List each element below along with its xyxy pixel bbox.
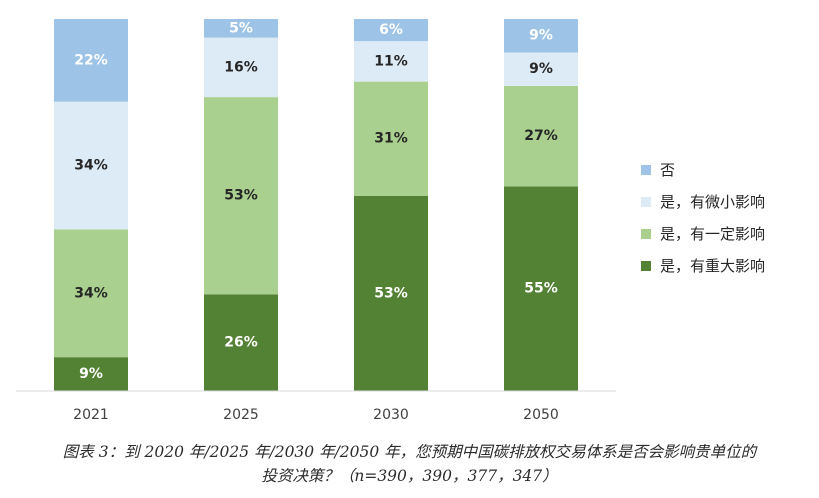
legend-swatch bbox=[641, 261, 651, 271]
data-label: 22% bbox=[74, 52, 108, 68]
data-label: 34% bbox=[74, 285, 108, 301]
bar-segment bbox=[204, 97, 278, 295]
bar-segment bbox=[204, 37, 278, 98]
bar-segment bbox=[204, 294, 278, 391]
data-label: 5% bbox=[229, 20, 253, 36]
data-label: 9% bbox=[529, 61, 553, 77]
data-label: 11% bbox=[374, 53, 408, 69]
legend-label: 是，有重大影响 bbox=[660, 257, 765, 275]
bar-segment bbox=[354, 41, 428, 82]
bar-segment bbox=[354, 19, 428, 42]
legend-label: 否 bbox=[660, 161, 675, 179]
data-label: 16% bbox=[224, 59, 258, 75]
data-label: 6% bbox=[379, 22, 403, 38]
data-label: 9% bbox=[79, 366, 103, 382]
data-label: 53% bbox=[224, 188, 258, 204]
legend-swatch bbox=[641, 165, 651, 175]
figure-caption-line-2: 投资决策？（n=390，390，377，347） bbox=[261, 467, 558, 485]
bar-segment bbox=[54, 357, 128, 391]
bar-segment bbox=[54, 19, 128, 102]
bar-segment bbox=[504, 186, 578, 391]
data-label: 9% bbox=[529, 28, 553, 44]
x-tick-label: 2030 bbox=[373, 407, 409, 423]
figure-caption-line-1: 图表 3：到 2020 年/2025 年/2030 年/2050 年，您预期中国… bbox=[62, 443, 757, 461]
bar-segment bbox=[204, 19, 278, 38]
legend-swatch bbox=[641, 197, 651, 207]
x-tick-label: 2025 bbox=[223, 407, 259, 423]
x-tick-label: 2050 bbox=[523, 407, 559, 423]
bar-segment bbox=[54, 229, 128, 358]
bar-segment bbox=[504, 19, 578, 53]
data-label: 34% bbox=[74, 158, 108, 174]
bar-segment bbox=[504, 52, 578, 86]
bar-segment bbox=[54, 101, 128, 230]
bar-segment bbox=[354, 81, 428, 196]
legend-swatch bbox=[641, 229, 651, 239]
legend-label: 是，有一定影响 bbox=[660, 225, 765, 243]
bar-segment bbox=[504, 85, 578, 187]
data-label: 55% bbox=[524, 281, 558, 297]
bar-segment bbox=[354, 195, 428, 391]
x-tick-label: 2021 bbox=[73, 407, 109, 423]
data-label: 31% bbox=[374, 131, 408, 147]
data-label: 27% bbox=[524, 128, 558, 144]
legend-label: 是，有微小影响 bbox=[660, 193, 765, 211]
stacked-bar-chart: 9% 34% 34% 22% 2021 26% 53% 16% 5% 2025 53% 31% 11% 6… bbox=[16, 19, 765, 423]
data-label: 53% bbox=[374, 285, 408, 301]
data-label: 26% bbox=[224, 335, 258, 351]
